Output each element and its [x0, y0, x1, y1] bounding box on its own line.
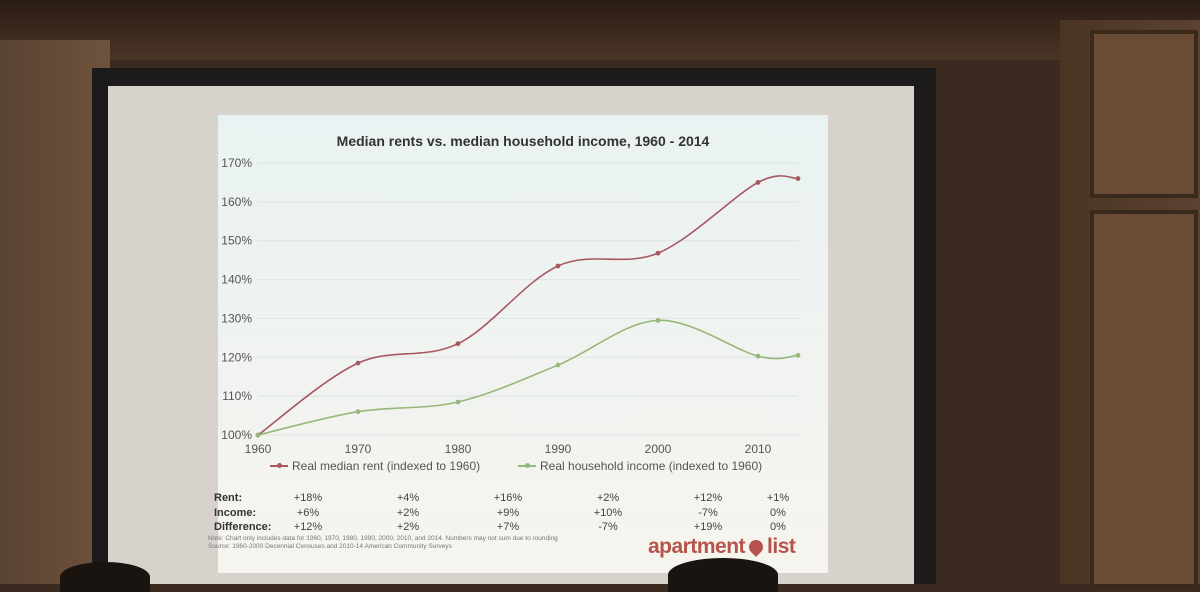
table-cell: 0%	[770, 521, 786, 533]
table-cell: +12%	[293, 521, 323, 533]
table-cell: +1%	[766, 492, 790, 504]
legend-swatch-income	[518, 463, 536, 468]
y-tick-label: 100%	[221, 428, 252, 442]
table-cell: +2%	[396, 507, 420, 519]
room-wall-right	[1060, 20, 1200, 588]
y-tick-label: 120%	[221, 350, 252, 364]
table-cell: -7%	[598, 521, 618, 533]
data-point-1	[355, 409, 361, 415]
footnote: Note: Chart only includes data for 1960,…	[208, 535, 638, 551]
source-text: Source: 1960-2000 Decennial Censuses and…	[208, 543, 452, 550]
y-tick-label: 140%	[221, 273, 252, 287]
y-tick-label: 130%	[221, 311, 252, 325]
room-wall-left	[0, 40, 110, 584]
location-pin-icon	[746, 537, 766, 557]
data-point-1	[655, 317, 661, 323]
legend-item-income: Real household income (indexed to 1960)	[518, 459, 762, 473]
table-cell: -7%	[698, 507, 718, 519]
table-cell: 0%	[770, 507, 786, 519]
legend-label-income: Real household income (indexed to 1960)	[540, 459, 763, 473]
y-tick-label: 150%	[221, 234, 252, 248]
legend-item-rent: Real median rent (indexed to 1960)	[270, 459, 480, 473]
x-tick-label: 2000	[645, 442, 672, 456]
table-cell: +6%	[296, 507, 320, 519]
table-cell: +18%	[293, 492, 323, 504]
slide: Median rents vs. median household income…	[208, 115, 828, 573]
wood-panel	[1090, 210, 1198, 588]
table-cell: +16%	[493, 492, 523, 504]
table-row-label: Difference:	[214, 521, 272, 533]
table-cell: +12%	[693, 492, 723, 504]
table-cell: +19%	[693, 521, 723, 533]
chart-title: Median rents vs. median household income…	[336, 133, 710, 149]
table-cell: +7%	[496, 521, 520, 533]
data-point-1	[555, 362, 561, 368]
data-point-1	[795, 352, 801, 358]
audience-head	[60, 562, 150, 592]
apartment-list-logo: apartment list	[648, 535, 796, 558]
room-ceiling	[0, 0, 1200, 60]
data-point-1	[455, 399, 461, 405]
table-row-label: Income:	[214, 507, 257, 519]
wood-panel	[1090, 30, 1198, 198]
note-text: Note: Chart only includes data for 1960,…	[208, 535, 558, 542]
data-point-1	[755, 353, 761, 359]
data-point-0	[795, 176, 801, 181]
x-tick-label: 1960	[245, 442, 272, 456]
legend-swatch-rent	[270, 463, 288, 468]
data-point-0	[555, 263, 561, 269]
y-tick-label: 110%	[222, 389, 252, 403]
x-tick-label: 1980	[445, 442, 472, 456]
y-tick-label: 170%	[221, 156, 252, 170]
table-cell: +2%	[396, 521, 420, 533]
data-point-0	[455, 341, 461, 347]
audience-head	[668, 558, 778, 592]
data-point-0	[355, 360, 361, 366]
x-tick-label: 1990	[545, 442, 572, 456]
x-tick-label: 2010	[745, 442, 772, 456]
table-cell: +10%	[593, 507, 623, 519]
series-line-1	[257, 319, 799, 436]
legend-label-rent: Real median rent (indexed to 1960)	[292, 459, 481, 473]
data-point-1	[255, 432, 261, 438]
data-point-0	[655, 250, 661, 256]
chart-plot: 100% 110% 120% 130% 140% 150% 160% 170% 1960 1970…	[221, 156, 801, 456]
x-tick-label: 1970	[345, 442, 372, 456]
table-row-label: Rent:	[214, 492, 243, 504]
table-cell: +4%	[396, 492, 420, 504]
data-point-0	[755, 180, 761, 185]
table-cell: +2%	[596, 492, 620, 504]
table-cell: +9%	[496, 507, 520, 519]
y-tick-label: 160%	[221, 195, 252, 209]
